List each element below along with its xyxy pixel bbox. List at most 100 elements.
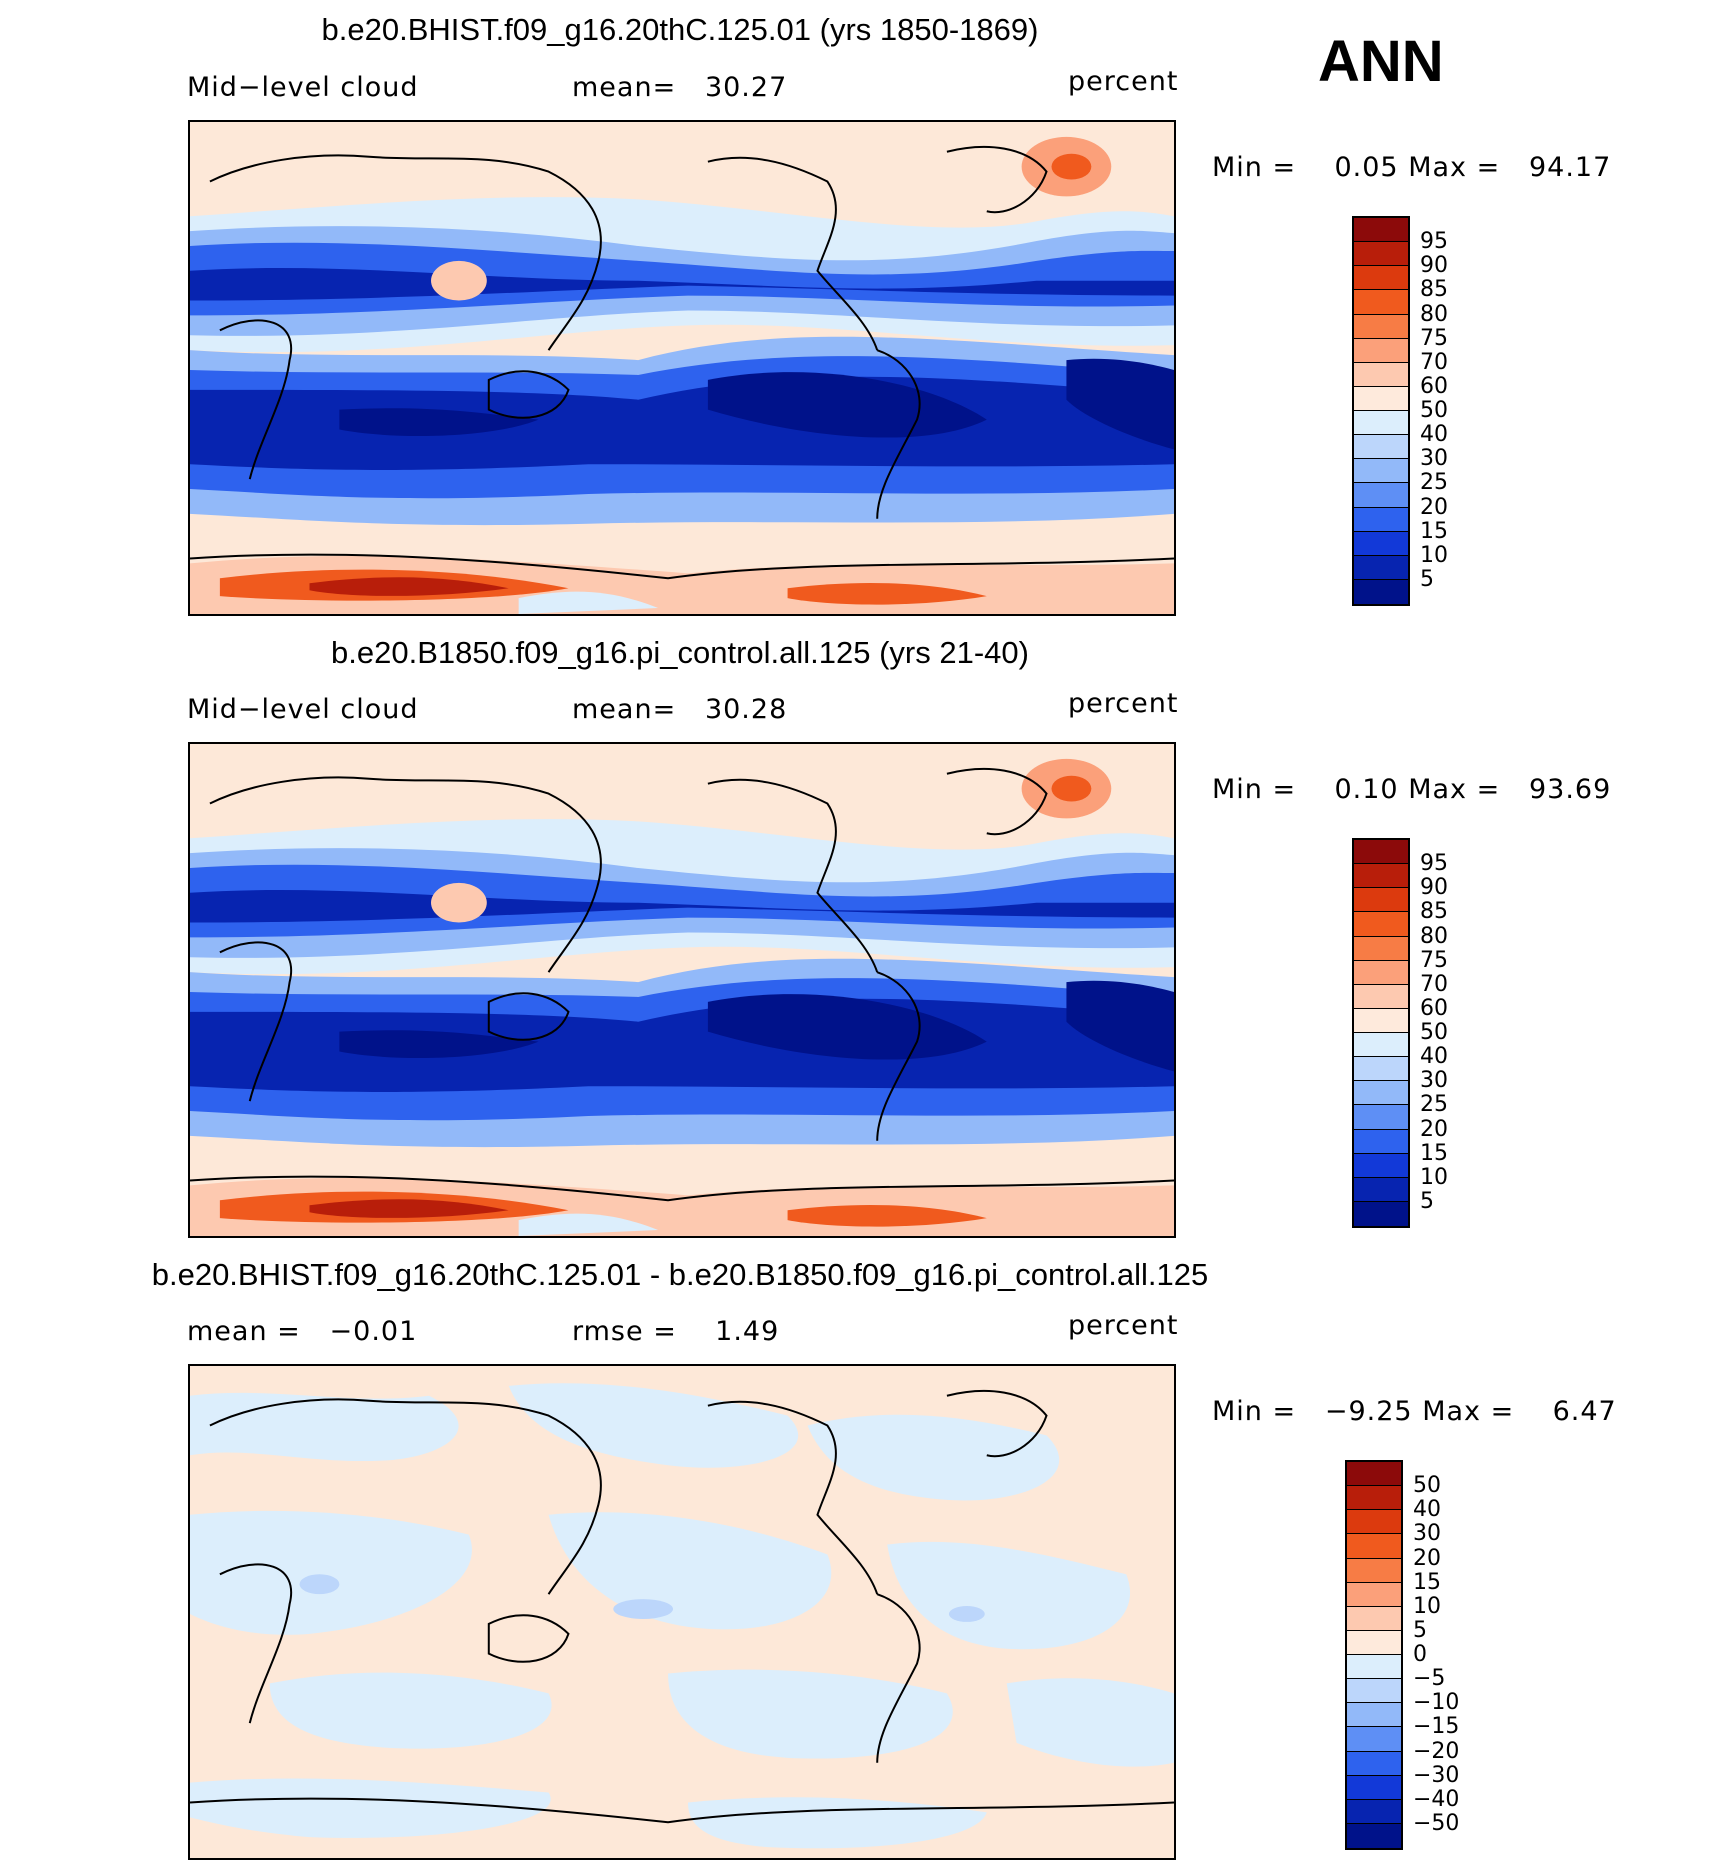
colorbar-label: 75 — [1420, 947, 1448, 973]
colorbar-swatch — [1354, 1057, 1408, 1082]
colorbar-swatch — [1347, 1558, 1401, 1583]
panel3-units: percent — [1068, 1310, 1179, 1341]
panel3-mean-label: mean = −0.01 — [187, 1316, 418, 1347]
panel2-variable-label: Mid−level cloud — [187, 694, 419, 725]
panel1-units: percent — [1068, 66, 1179, 97]
panel2-map — [188, 742, 1176, 1238]
colorbar-label: 85 — [1420, 899, 1448, 925]
panel2-mean-value: 30.28 — [704, 694, 788, 725]
panel2-max-value: 93.69 — [1528, 774, 1612, 805]
colorbar-swatch — [1354, 1081, 1408, 1106]
colorbar-label: 85 — [1420, 277, 1448, 303]
colorbar-label: −15 — [1413, 1714, 1460, 1740]
colorbar-swatch — [1354, 1177, 1408, 1202]
colorbar-label: −40 — [1413, 1786, 1460, 1812]
colorbar-swatch — [1354, 864, 1408, 889]
colorbar-label: 90 — [1420, 253, 1448, 279]
panel2-min-value: 0.10 — [1334, 774, 1399, 805]
colorbar-label: 10 — [1420, 542, 1448, 568]
colorbar-label: 80 — [1420, 301, 1448, 327]
colorbar-swatch — [1347, 1510, 1401, 1535]
colorbar-swatch — [1354, 290, 1408, 315]
colorbar-swatch — [1354, 531, 1408, 556]
panel3-map — [188, 1364, 1176, 1860]
colorbar-label: 20 — [1420, 494, 1448, 520]
colorbar-swatch — [1347, 1751, 1401, 1776]
colorbar-label: 40 — [1420, 422, 1448, 448]
colorbar-label: 50 — [1413, 1473, 1441, 1499]
colorbar-label: −10 — [1413, 1690, 1460, 1716]
colorbar-swatch — [1354, 483, 1408, 508]
colorbar-label: 15 — [1420, 518, 1448, 544]
colorbar-label: 15 — [1413, 1569, 1441, 1595]
colorbar-swatch — [1354, 555, 1408, 580]
colorbar-swatch — [1354, 1201, 1408, 1226]
panel3-contour-field — [190, 1366, 1174, 1858]
colorbar-label: 5 — [1420, 1188, 1434, 1214]
colorbar-label: 20 — [1413, 1545, 1441, 1571]
colorbar-label: 30 — [1413, 1521, 1441, 1547]
colorbar-label: 25 — [1420, 1092, 1448, 1118]
colorbar-swatch — [1354, 314, 1408, 339]
colorbar-swatch — [1347, 1823, 1401, 1848]
panel1-colorbar — [1352, 216, 1410, 606]
colorbar-label: 30 — [1420, 446, 1448, 472]
colorbar-label: 80 — [1420, 923, 1448, 949]
colorbar-label: 5 — [1420, 566, 1434, 592]
colorbar-swatch — [1354, 1008, 1408, 1033]
colorbar-label: 10 — [1413, 1593, 1441, 1619]
colorbar-label: 0 — [1413, 1642, 1427, 1667]
panel3-max-value: 6.47 — [1552, 1396, 1617, 1427]
colorbar-label: 75 — [1420, 325, 1448, 351]
panel1-variable-label: Mid−level cloud — [187, 72, 419, 103]
colorbar-label: −50 — [1413, 1810, 1460, 1836]
panel3-title: b.e20.BHIST.f09_g16.20thC.125.01 - b.e20… — [151, 1257, 1209, 1292]
colorbar-swatch — [1354, 386, 1408, 411]
colorbar-label: −5 — [1413, 1666, 1446, 1692]
colorbar-swatch — [1354, 1129, 1408, 1154]
colorbar-label: 40 — [1420, 1044, 1448, 1070]
colorbar-swatch — [1354, 840, 1408, 865]
colorbar-swatch — [1347, 1486, 1401, 1511]
colorbar-label: 15 — [1420, 1140, 1448, 1166]
colorbar-swatch — [1354, 218, 1408, 243]
colorbar-swatch — [1354, 435, 1408, 460]
colorbar-label: −20 — [1413, 1738, 1460, 1764]
panel3-mean-value: −0.01 — [329, 1316, 418, 1347]
colorbar-swatch — [1354, 507, 1408, 532]
colorbar-swatch — [1347, 1582, 1401, 1607]
panel1-min-value: 0.05 — [1334, 152, 1399, 183]
colorbar-swatch — [1354, 984, 1408, 1009]
colorbar-swatch — [1354, 411, 1408, 436]
panel2-colorbar — [1352, 838, 1410, 1228]
colorbar-label: 50 — [1420, 1020, 1448, 1045]
panel2-mean-label: mean= 30.28 — [572, 694, 788, 725]
colorbar-swatch — [1354, 579, 1408, 604]
colorbar-swatch — [1354, 936, 1408, 961]
colorbar-label: −30 — [1413, 1762, 1460, 1788]
colorbar-swatch — [1347, 1630, 1401, 1655]
colorbar-swatch — [1354, 362, 1408, 387]
panel3-rmse-value: 1.49 — [715, 1316, 780, 1347]
season-label: ANN — [1318, 29, 1444, 94]
colorbar-swatch — [1354, 1033, 1408, 1058]
colorbar-swatch — [1354, 338, 1408, 363]
colorbar-label: 70 — [1420, 971, 1448, 997]
colorbar-swatch — [1347, 1775, 1401, 1800]
colorbar-swatch — [1354, 960, 1408, 985]
colorbar-swatch — [1347, 1534, 1401, 1559]
panel1-mean-label: mean= 30.27 — [572, 72, 788, 103]
panel1-mean-value: 30.27 — [704, 72, 788, 103]
colorbar-label: 95 — [1420, 229, 1448, 255]
panel1-map — [188, 120, 1176, 616]
colorbar-label: 70 — [1420, 349, 1448, 375]
colorbar-label: 30 — [1420, 1068, 1448, 1094]
colorbar-label: 10 — [1420, 1164, 1448, 1190]
panel1-contour-field — [190, 122, 1174, 614]
colorbar-swatch — [1347, 1462, 1401, 1487]
colorbar-label: 25 — [1420, 470, 1448, 496]
colorbar-label: 40 — [1413, 1497, 1441, 1523]
colorbar-label: 60 — [1420, 995, 1448, 1021]
panel2-contour-field — [190, 744, 1174, 1236]
panel3-colorbar — [1345, 1460, 1403, 1850]
